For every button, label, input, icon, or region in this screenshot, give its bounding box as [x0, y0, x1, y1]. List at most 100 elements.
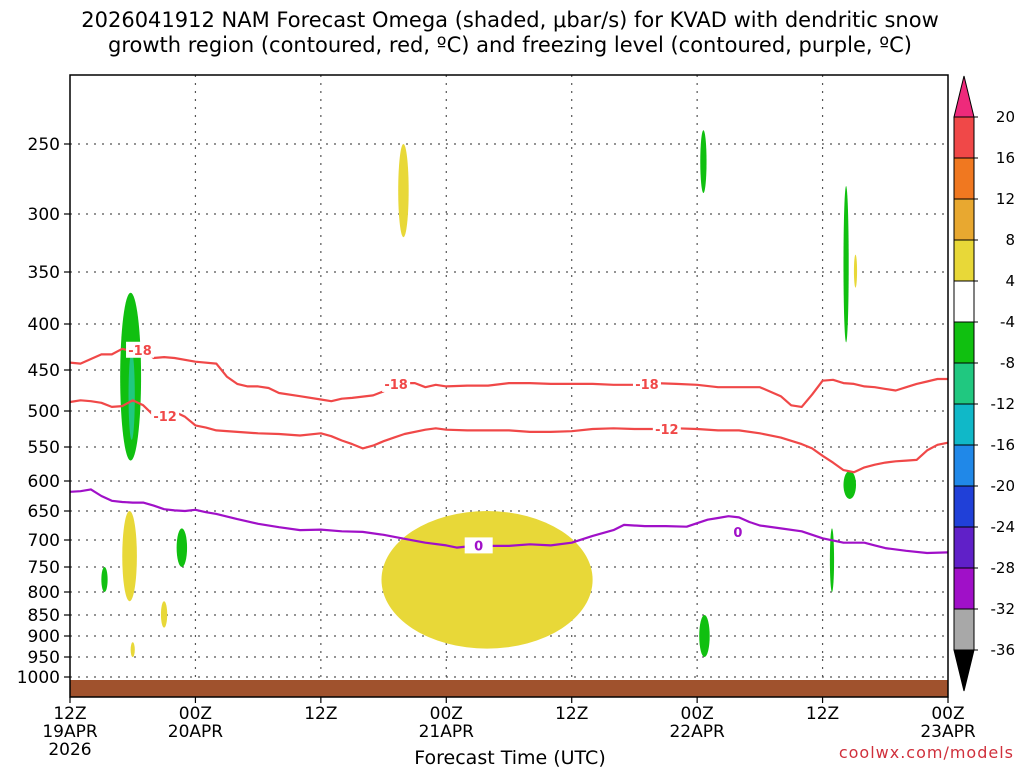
omega-shading [101, 130, 858, 658]
colorbar-box-7 [953, 403, 975, 446]
contour-label-bg-2 [632, 375, 661, 392]
x-tick-label-12-2: 20APR [168, 722, 224, 742]
contour-label-6: 0 [733, 526, 742, 541]
colorbar-label-13: -36 [991, 641, 1016, 659]
contour-line--18-0 [69, 347, 948, 408]
colorbar-box-8 [953, 444, 975, 487]
omega-blob-13 [829, 528, 835, 592]
x-tick-label-84-1: 00Z [931, 704, 964, 724]
omega-blob-5 [853, 254, 858, 288]
contour-label-bg-5 [464, 537, 493, 554]
omega-blob-2 [160, 601, 168, 628]
x-tick-label-0-3: 2026 [48, 740, 91, 760]
omega-blob-9 [101, 567, 108, 592]
y-axis-ticks: 2503003504004505005506006507007508008509… [17, 135, 70, 688]
colorbar-box-0 [953, 116, 975, 159]
contour-label-0: -18 [128, 344, 152, 359]
contour-label-5: 0 [474, 539, 483, 554]
colorbar-bottom-arrow [953, 649, 975, 692]
x-tick-label-72-1: 12Z [806, 704, 839, 724]
x-tick-label-36-1: 00Z [430, 704, 463, 724]
x-tick-label-0-1: 12Z [53, 704, 86, 724]
colorbar-box-3 [953, 239, 975, 282]
omega-blob-12 [843, 470, 857, 499]
colorbar-box-5 [953, 321, 975, 364]
contour-label-bg-6 [723, 523, 752, 540]
omega-blob-7 [128, 351, 135, 440]
colorbar-box-10 [953, 526, 975, 569]
x-tick-label-84-2: 23APR [920, 722, 976, 742]
colorbar-label-2: 12 [996, 190, 1015, 208]
colorbar-box-9 [953, 485, 975, 528]
site-credit: coolwx.com/models [839, 743, 1014, 762]
plot-frame [69, 74, 949, 698]
contour-label-bg-0 [126, 341, 155, 358]
x-tick-label-36-2: 21APR [419, 722, 475, 742]
y-tick-label-600: 600 [28, 472, 60, 492]
terrain-layer [70, 680, 948, 697]
omega-blob-3 [130, 642, 135, 658]
colorbar-label-9: -20 [991, 477, 1016, 495]
y-tick-label-750: 750 [28, 558, 60, 578]
colorbar-label-0: 20 [996, 108, 1015, 126]
y-tick-label-250: 250 [28, 135, 60, 155]
colorbar-label-11: -28 [991, 559, 1016, 577]
colorbar-label-4: 4 [1005, 272, 1015, 290]
colorbar-label-10: -24 [991, 518, 1016, 536]
colorbar-label-7: -12 [991, 395, 1016, 413]
colorbar-box-12 [953, 608, 975, 651]
y-tick-label-900: 900 [28, 627, 60, 647]
colorbar-label-1: 16 [996, 149, 1015, 167]
y-tick-label-400: 400 [28, 315, 60, 335]
y-tick-label-800: 800 [28, 583, 60, 603]
omega-blob-8 [176, 528, 188, 567]
colorbar-label-8: -16 [991, 436, 1016, 454]
x-tick-label-0-2: 19APR [42, 722, 98, 742]
x-tick-label-60-2: 22APR [669, 722, 725, 742]
colorbar-label-5: -4 [1000, 313, 1015, 331]
omega-blob-11 [843, 186, 849, 343]
y-tick-label-450: 450 [28, 361, 60, 381]
terrain-band [70, 680, 948, 697]
contour-label-bg-1 [382, 375, 411, 392]
colorbar-label-3: 8 [1005, 231, 1015, 249]
y-tick-label-500: 500 [28, 402, 60, 422]
y-tick-label-1000: 1000 [17, 668, 60, 688]
colorbar-box-4 [953, 280, 975, 323]
contour-label-bg-3 [151, 408, 180, 425]
colorbar-box-11 [953, 567, 975, 610]
colorbar-box-1 [953, 157, 975, 200]
x-tick-label-48-1: 12Z [555, 704, 588, 724]
colorbar-label-12: -32 [991, 600, 1016, 618]
y-tick-label-650: 650 [28, 502, 60, 522]
omega-blob-0 [398, 144, 409, 238]
colorbar-label-6: -8 [1000, 354, 1015, 372]
colorbar-box-6 [953, 362, 975, 405]
colorbar-top-arrow [953, 75, 975, 118]
y-tick-label-550: 550 [28, 438, 60, 458]
y-tick-label-300: 300 [28, 205, 60, 225]
chart-title-line-2: growth region (contoured, red, ºC) and f… [108, 33, 912, 57]
y-tick-label-350: 350 [28, 263, 60, 283]
x-tick-label-60-1: 00Z [681, 704, 714, 724]
omega-blob-1 [122, 510, 137, 602]
colorbar-box-2 [953, 198, 975, 241]
contour-label-1: -18 [384, 378, 408, 393]
omega-blob-10 [700, 130, 707, 194]
y-tick-label-950: 950 [28, 648, 60, 668]
contour-label-bg-4 [652, 421, 681, 437]
omega-blob-14 [699, 615, 710, 657]
chart-title-line-1: 2026041912 NAM Forecast Omega (shaded, μ… [81, 8, 939, 32]
contour-label-4: -12 [655, 423, 679, 438]
x-axis-label: Forecast Time (UTC) [414, 747, 605, 768]
contour-line--12-1 [69, 399, 949, 474]
x-tick-label-24-1: 12Z [304, 704, 337, 724]
x-tick-label-12-1: 00Z [179, 704, 212, 724]
y-tick-label-850: 850 [28, 606, 60, 626]
omega-blob-4 [381, 511, 593, 649]
contour-label-3: -12 [153, 410, 177, 425]
contour-label-2: -18 [635, 378, 659, 393]
omega-colorbar: 20 16 12 8 4 -4 -8 -12 -16 -20 -24 -28 -32 -36 [953, 75, 1016, 692]
